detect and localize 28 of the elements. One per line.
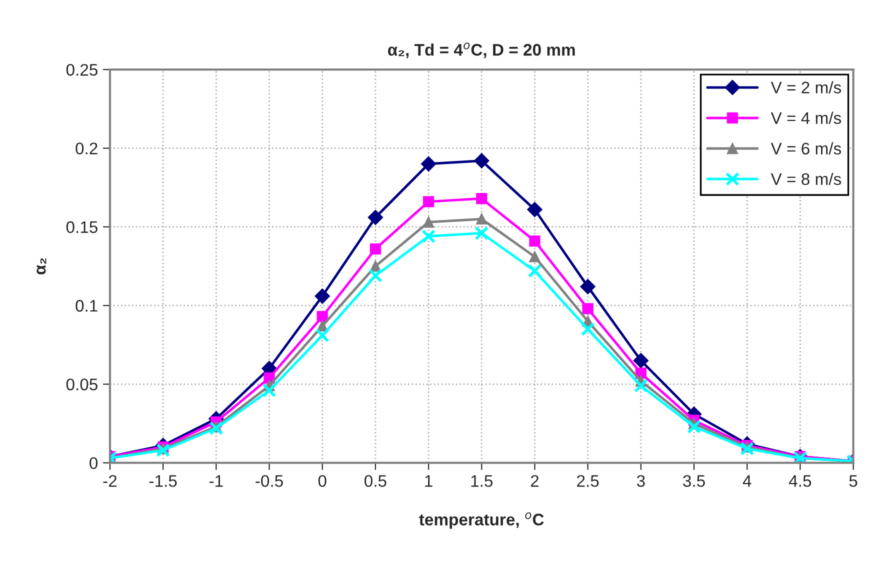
y-tick-label: 0.1	[76, 300, 98, 312]
x-tick-label: 1.5	[471, 475, 493, 487]
y-tick-label: 0.05	[66, 378, 98, 390]
x-tick-label: 1	[425, 475, 432, 487]
x-axis-title: temperature, $^{o}$C	[419, 512, 544, 529]
x-tick-label: 4.5	[789, 475, 812, 487]
legend-label: V = 2 m/s	[770, 81, 842, 94]
legend-label: V = 4 m/s	[770, 112, 842, 124]
x-tick-label: 2.5	[577, 475, 599, 487]
chart-title: α₂, Td = 4$^{o}$C, D = 20 mm	[388, 42, 575, 58]
x-tick-label: -2	[103, 475, 117, 487]
x-tick-label: -1.5	[149, 475, 177, 487]
x-tick-label: 4	[742, 475, 752, 487]
x-tick-label: -0.5	[256, 475, 283, 487]
y-tick-label: 0	[90, 457, 98, 470]
y-tick-label: 0.25	[66, 64, 98, 76]
x-tick-label: 2	[530, 475, 539, 487]
y-tick-label: 0.2	[76, 142, 98, 154]
y-axis-title: α₂	[36, 258, 46, 274]
y-tick-label: 0.15	[66, 221, 98, 234]
x-tick-label: 3.5	[683, 475, 705, 487]
x-tick-label: 3	[636, 475, 645, 487]
x-tick-label: 0.5	[364, 475, 386, 487]
legend-label: V = 8 m/s	[770, 172, 842, 186]
x-tick-label: 5	[849, 475, 858, 487]
legend-label: V = 6 m/s	[770, 142, 842, 155]
x-tick-label: -1	[210, 475, 223, 487]
x-tick-label: 0	[318, 475, 326, 487]
